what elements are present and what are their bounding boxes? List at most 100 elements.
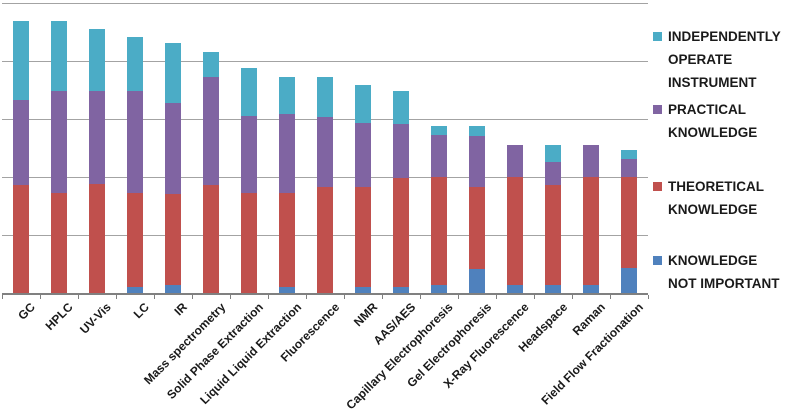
bar-segment — [317, 76, 333, 118]
bar-segment — [393, 178, 409, 287]
x-axis-tick — [610, 295, 611, 299]
bar-segment — [203, 51, 219, 77]
bar-segment — [469, 135, 485, 187]
x-axis-tick — [420, 295, 421, 299]
bar-gel-electrophoresis — [469, 125, 485, 294]
bar-segment — [13, 21, 29, 100]
bar-segment — [203, 185, 219, 294]
bar-gc — [13, 21, 29, 294]
bar-segment — [469, 125, 485, 136]
gridline-100 — [2, 3, 648, 4]
legend-label: INDEPENDENTLY OPERATE INSTRUMENT — [668, 29, 781, 90]
bar-segment — [393, 286, 409, 294]
x-axis-tick — [230, 295, 231, 299]
legend-item: KNOWLEDGE NOT IMPORTANT — [653, 249, 780, 295]
x-axis-tick — [382, 295, 383, 299]
bar-segment — [165, 193, 181, 286]
x-axis-tick — [2, 295, 3, 299]
bar-segment — [545, 285, 561, 294]
bar-segment — [317, 186, 333, 294]
x-axis-line — [2, 293, 648, 295]
plot-area — [2, 3, 649, 299]
bar-mass-spectrometry — [203, 51, 219, 294]
legend-swatch-icon — [653, 256, 662, 265]
bar-segment — [355, 186, 371, 287]
bar-ir — [165, 43, 181, 294]
bar-raman — [583, 144, 599, 294]
bar-segment — [279, 114, 295, 193]
bar-field-flow-fractionation — [621, 150, 637, 294]
legend-swatch-icon — [653, 32, 662, 41]
bar-lc — [127, 37, 143, 294]
legend-item: INDEPENDENTLY OPERATE INSTRUMENT — [653, 25, 781, 94]
bar-nmr — [355, 85, 371, 294]
bar-segment — [13, 99, 29, 186]
bar-segment — [621, 176, 637, 268]
legend-label: PRACTICAL KNOWLEDGE — [668, 102, 758, 140]
x-axis-tick — [116, 295, 117, 299]
bar-segment — [127, 286, 143, 294]
legend-label: KNOWLEDGE NOT IMPORTANT — [668, 253, 780, 291]
bar-segment — [507, 144, 523, 177]
bar-capillary-electrophoresis — [431, 125, 447, 294]
bar-segment — [355, 286, 371, 294]
bar-segment — [393, 124, 409, 178]
bar-uv-vis — [89, 28, 105, 294]
bar-segment — [89, 28, 105, 92]
bar-segment — [89, 183, 105, 294]
bar-segment — [545, 185, 561, 286]
bar-aas-aes — [393, 91, 409, 294]
bar-segment — [165, 102, 181, 194]
bar-segment — [203, 76, 219, 186]
bar-segment — [583, 144, 599, 177]
legend-item: THEORETICAL KNOWLEDGE — [653, 175, 764, 221]
x-axis-tick — [154, 295, 155, 299]
bar-liquid-liquid-extraction — [279, 76, 295, 294]
x-axis-tick — [648, 295, 649, 299]
bar-segment — [583, 285, 599, 294]
bar-segment — [13, 185, 29, 294]
bar-solid-phase-extraction — [241, 67, 257, 294]
bar-segment — [241, 192, 257, 294]
bar-segment — [621, 159, 637, 177]
bar-segment — [127, 192, 143, 287]
bar-segment — [507, 176, 523, 286]
bar-segment — [583, 176, 599, 286]
bar-segment — [127, 91, 143, 193]
legend-item: PRACTICAL KNOWLEDGE — [653, 98, 757, 144]
x-axis-tick — [344, 295, 345, 299]
bar-segment — [469, 186, 485, 270]
bar-segment — [317, 117, 333, 187]
bar-x-ray-fluorescence — [507, 144, 523, 294]
bar-segment — [469, 269, 485, 294]
bar-segment — [431, 134, 447, 177]
bar-segment — [279, 192, 295, 287]
legend-swatch-icon — [653, 105, 662, 114]
bar-segment — [89, 91, 105, 184]
bar-headspace — [545, 144, 561, 294]
x-axis-tick — [534, 295, 535, 299]
bar-hplc — [51, 21, 67, 294]
bar-segment — [507, 285, 523, 294]
bar-segment — [279, 76, 295, 115]
bar-segment — [241, 67, 257, 116]
bar-segment — [165, 43, 181, 103]
x-axis-tick — [572, 295, 573, 299]
x-axis-tick — [458, 295, 459, 299]
bar-segment — [51, 192, 67, 294]
legend-label: THEORETICAL KNOWLEDGE — [668, 179, 764, 217]
bar-segment — [431, 176, 447, 286]
bar-segment — [51, 91, 67, 193]
x-axis-tick — [78, 295, 79, 299]
gridline-80 — [2, 61, 648, 62]
x-axis-tick — [268, 295, 269, 299]
x-axis-tick — [40, 295, 41, 299]
bar-segment — [355, 122, 371, 187]
bar-segment — [279, 286, 295, 294]
x-axis-tick — [496, 295, 497, 299]
bar-segment — [355, 85, 371, 123]
bar-segment — [545, 144, 561, 163]
bar-segment — [127, 37, 143, 91]
